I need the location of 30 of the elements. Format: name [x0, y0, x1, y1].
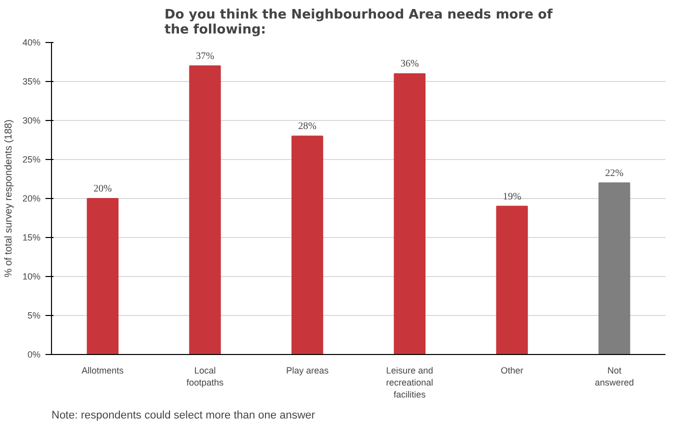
bar: [598, 182, 630, 354]
x-tick-label: Not answered: [594, 366, 634, 388]
y-tick-label: 35%: [22, 76, 40, 86]
y-axis-title: % of total survey respondents (188): [3, 120, 14, 278]
bar: [86, 198, 119, 354]
text: Note: respondents could select more than one answer: [52, 410, 316, 422]
data-label: 36%: [400, 58, 419, 70]
data-label: 28%: [298, 121, 317, 132]
x-tick-label: Play areas: [286, 366, 330, 376]
chart-title: Do you think the Neighbourhood Area needs more of the following:: [164, 8, 553, 38]
data-label: 22%: [605, 168, 624, 179]
y-tick-label: 5%: [27, 310, 41, 320]
data-label: 19%: [502, 191, 522, 202]
bar: [394, 73, 426, 354]
bar: [189, 65, 221, 354]
y-tick-label: 20%: [22, 194, 40, 204]
bar: [291, 136, 324, 354]
x-tick-label: Other: [500, 366, 524, 376]
bar: [496, 206, 528, 354]
y-tick-label: 10%: [22, 272, 40, 282]
y-tick-label: 25%: [22, 154, 40, 164]
x-tick-label: Allotments: [82, 366, 124, 376]
y-tick-label: 0%: [27, 350, 41, 360]
y-tick-label: 15%: [22, 232, 40, 242]
data-label: 20%: [94, 184, 112, 194]
y-tick-label: 30%: [22, 116, 40, 126]
x-tick-label: Local footpaths: [186, 366, 224, 388]
y-tick-label: 40%: [22, 38, 40, 48]
x-tick-label: Leisure and recreational facilities: [386, 366, 434, 400]
data-label: 37%: [196, 50, 214, 62]
